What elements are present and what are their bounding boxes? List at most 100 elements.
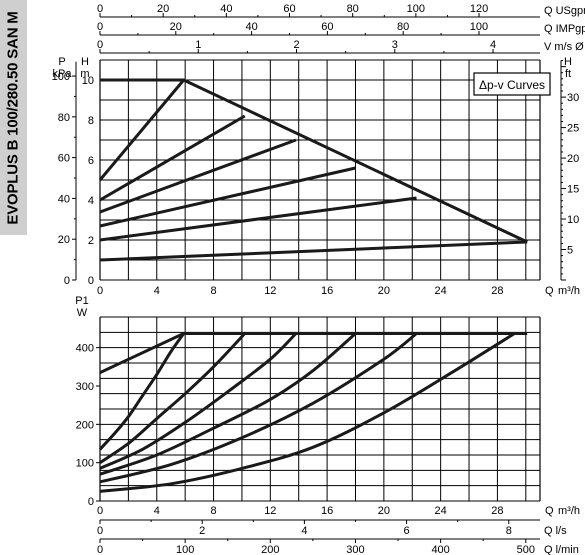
top-x-tick-label: 24 [435,285,447,297]
top-axis-tick-label: 0 [97,21,103,33]
bottom-y-tick-label: 100 [76,458,94,470]
top-ft-tick-label: 30 [567,92,579,104]
top-axis-tick-label: 80 [397,21,409,33]
bottom-x-tick-label: 16 [321,505,333,517]
dp-v-curve [98,79,185,181]
top-axis-tick-label: 40 [245,21,257,33]
top-kpa-axis-unit: kPa [53,68,73,80]
bottom-y-tick-label: 300 [76,381,94,393]
dp-v-curve [99,166,356,228]
top-kpa-tick-label: 0 [64,275,70,287]
top-kpa-axis-label: P [58,56,65,68]
top-ft-tick-label: 5 [567,245,573,257]
bottom-x-tick-label: 0 [97,505,103,517]
top-axis-tick-label: 0 [97,39,103,51]
top-x-tick-label: 12 [264,285,276,297]
dp-v-curve [99,240,528,262]
top-ft-tick-label: 15 [567,184,579,196]
top-x-tick-label: 28 [491,285,503,297]
bottom-y-tick-label: 400 [76,343,94,355]
dp-v-curve [99,196,417,242]
top-x-tick-label: 8 [210,285,216,297]
top-kpa-tick-label: 80 [58,112,70,124]
bottom-axis-tick-label: 400 [431,544,449,555]
top-ft-tick-label: 10 [567,214,579,226]
top-axis-tick-label: 120 [470,3,488,15]
bottom-x-axis-label: Q [545,505,554,517]
top-m-tick-label: 2 [88,235,94,247]
bottom-axis-tick-label: 0 [97,525,103,537]
top-axis-tick-label: 3 [392,39,398,51]
top-axis-tick-label: 80 [347,3,359,15]
top-m-tick-label: 0 [88,275,94,287]
top-axis-unit-label: V m/s Ø 50 [544,41,585,53]
top-axis-tick-label: 100 [470,21,488,33]
top-axis-tick-label: 60 [321,21,333,33]
top-m-axis-label: H [81,56,89,68]
curves-legend-text: Δp-v Curves [479,78,545,92]
top-m-tick-label: 6 [88,155,94,167]
bottom-axis-tick-label: 6 [404,525,410,537]
top-x-tick-label: 20 [378,285,390,297]
bottom-axis-tick-label: 2 [199,525,205,537]
bottom-axis-tick-label: 300 [346,544,364,555]
top-axis-unit-label: Q USgpm [544,5,585,17]
power-curve [99,332,357,476]
top-x-tick-label: 16 [321,285,333,297]
power-curve [99,332,297,470]
bottom-x-tick-label: 20 [378,505,390,517]
top-axis-tick-label: 0 [97,3,103,15]
top-x-tick-label: 4 [154,285,160,297]
top-kpa-tick-label: 40 [58,193,70,205]
model-label-tab: EVOPLUS B 100/280.50 SAN M [0,0,27,235]
bottom-y-axis-label: P1 [75,295,88,307]
bottom-x-tick-label: 28 [491,505,503,517]
dp-v-curve [99,138,297,214]
top-ft-axis-unit: ft [565,68,571,80]
top-m-tick-label: 4 [88,195,94,207]
bottom-axis-tick-label: 100 [176,544,194,555]
bottom-x-tick-label: 12 [264,505,276,517]
bottom-axis-tick-label: 200 [261,544,279,555]
top-x-axis-label: Q [545,285,554,297]
bottom-axis-tick-label: 0 [97,544,103,555]
bottom-y-tick-label: 200 [76,419,94,431]
bottom-x-axis-unit: m³/h [558,505,580,517]
bottom-x-tick-label: 24 [435,505,447,517]
bottom-axis-tick-label: 4 [301,525,307,537]
top-axis-tick-label: 40 [220,3,232,15]
top-axis-unit-label: Q IMPgpm [544,23,585,35]
top-kpa-tick-label: 100 [52,71,70,83]
top-axis-tick-label: 2 [293,39,299,51]
top-x-tick-label: 0 [97,285,103,297]
bottom-axis-tick-label: 8 [506,525,512,537]
top-axis-tick-label: 4 [490,39,496,51]
dp-v-curve [99,114,246,202]
top-axis-tick-label: 20 [170,21,182,33]
power-curve [99,332,516,493]
curves-legend-box [473,72,551,96]
top-m-tick-label: 10 [82,75,94,87]
top-ft-tick-label: 20 [567,153,579,165]
top-ft-axis-label: H [564,56,572,68]
top-axis-tick-label: 60 [283,3,295,15]
top-axis-tick-label: 1 [195,39,201,51]
power-curve [99,332,246,464]
bottom-y-axis-unit: W [77,307,88,319]
top-axis-tick-label: 20 [157,3,169,15]
top-m-axis-unit: m [80,68,89,80]
bottom-x-tick-label: 4 [154,505,160,517]
top-x-axis-unit: m³/h [558,285,580,297]
bottom-x-tick-label: 8 [210,505,216,517]
bottom-axis-unit-label: Q l/s [544,525,567,537]
power-curve [98,332,185,451]
top-m-tick-label: 8 [88,115,94,127]
bottom-axis-tick-label: 500 [517,544,535,555]
top-kpa-tick-label: 20 [58,234,70,246]
top-kpa-tick-label: 60 [58,153,70,165]
top-ft-tick-label: 25 [567,123,579,135]
bottom-axis-unit-label: Q l/min [544,544,579,555]
bottom-y-tick-label: 0 [88,496,94,508]
power-curve [99,332,418,484]
